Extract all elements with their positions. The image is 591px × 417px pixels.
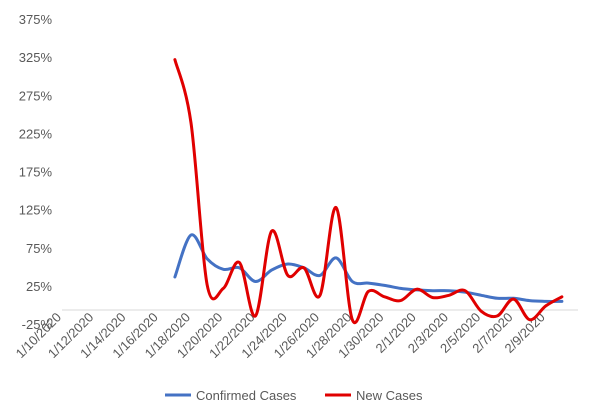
- legend-item: New Cases: [325, 388, 423, 403]
- legend: Confirmed Cases New Cases: [165, 388, 423, 403]
- series-lines: [173, 58, 564, 325]
- series-line-new-cases: [173, 58, 564, 325]
- y-tick-label: 25%: [26, 279, 52, 294]
- legend-label: Confirmed Cases: [196, 388, 297, 403]
- legend-label: New Cases: [356, 388, 423, 403]
- y-tick-label: 225%: [19, 126, 53, 141]
- legend-item: Confirmed Cases: [165, 388, 297, 403]
- y-axis-ticks: -25% 25% 75% 125% 175% 225% 275% 325% 375%: [19, 12, 53, 332]
- series-line-confirmed-cases: [173, 233, 564, 303]
- x-axis-ticks: 1/10/20201/12/20201/14/20201/16/20201/18…: [13, 310, 548, 362]
- y-tick-label: 125%: [19, 203, 53, 218]
- y-tick-label: 175%: [19, 165, 53, 180]
- y-tick-label: 275%: [19, 88, 53, 103]
- y-tick-label: 375%: [19, 12, 53, 27]
- y-tick-label: 75%: [26, 241, 52, 256]
- y-tick-label: -25%: [22, 317, 53, 332]
- y-tick-label: 325%: [19, 50, 53, 65]
